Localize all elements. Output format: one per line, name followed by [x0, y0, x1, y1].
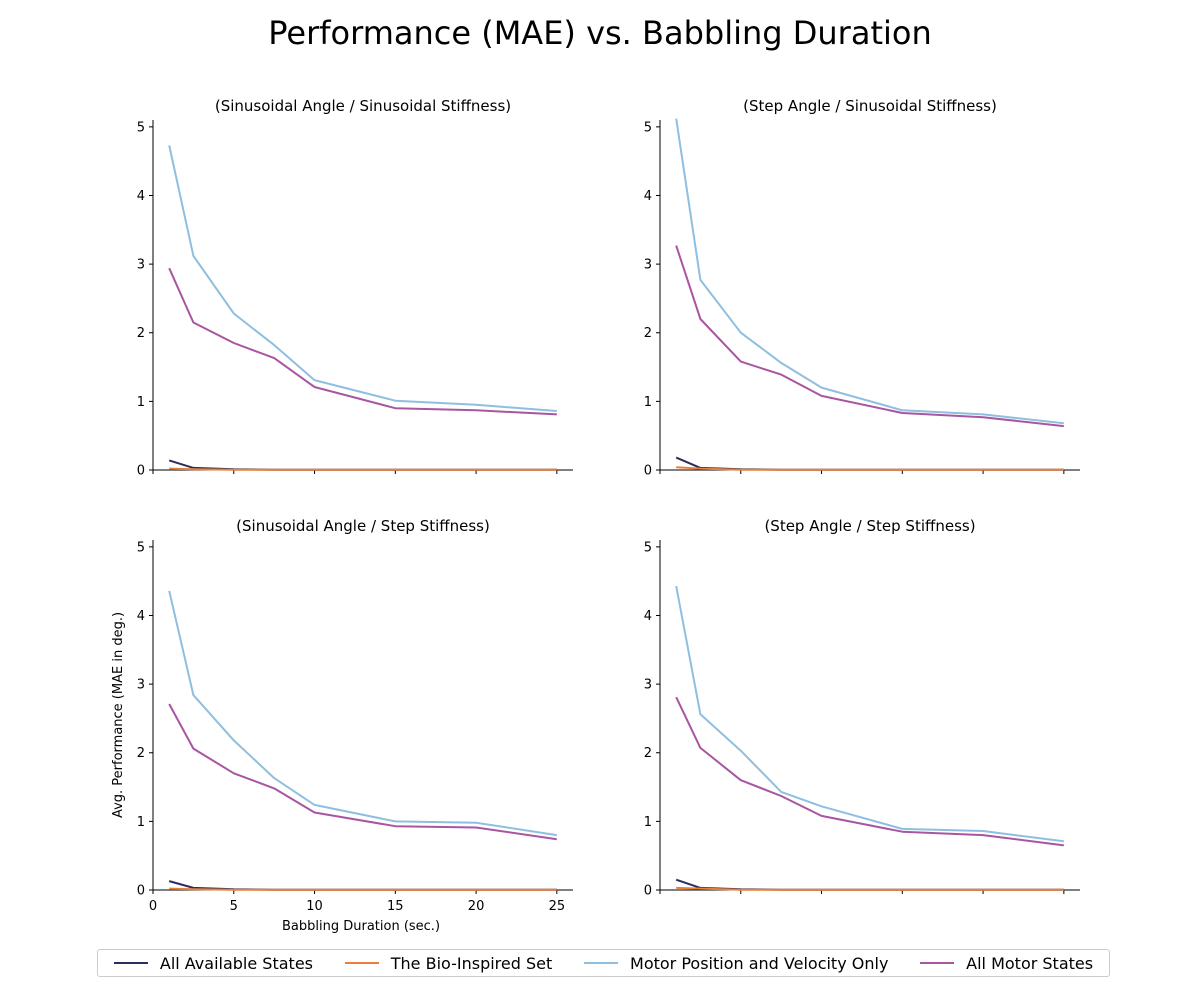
subplot-3: (Sinusoidal Angle / Step Stiffness) 0 1 2 3 4…	[111, 517, 573, 934]
series-line	[169, 467, 557, 471]
legend-label: Motor Position and Velocity Only	[630, 953, 889, 973]
y-tick-label: 3	[137, 678, 145, 693]
y-tick-label: 2	[137, 326, 145, 341]
series-line	[675, 878, 1064, 891]
series-line	[168, 590, 557, 837]
y-tick-label: 0	[137, 464, 145, 479]
y-tick-label: 1	[644, 395, 652, 410]
x-tick-label: 25	[549, 899, 566, 914]
y-tick-label: 0	[644, 884, 652, 899]
series-line	[676, 466, 1064, 471]
y-tick-label: 4	[137, 609, 145, 624]
series-line	[168, 880, 557, 891]
series-line	[675, 585, 1064, 843]
legend-label: All Available States	[159, 953, 313, 973]
series-line	[168, 703, 557, 841]
series-line	[676, 886, 1064, 891]
legend-label: All Motor States	[966, 953, 1094, 973]
y-tick-label: 1	[137, 815, 145, 830]
y-tick-label: 5	[137, 120, 145, 135]
legend-label: The Bio-Inspired Set	[390, 953, 553, 973]
y-tick-label: 2	[137, 746, 145, 761]
series-line	[168, 459, 557, 471]
y-tick-label: 4	[137, 189, 145, 204]
subplot-4: (Step Angle / Step Stiffness) 0 1 2 3 4 5	[644, 517, 1080, 899]
subplot-title: (Step Angle / Step Stiffness)	[764, 517, 975, 535]
legend-item: All Motor States	[920, 954, 1093, 973]
series-line	[675, 696, 1064, 847]
y-tick-label: 1	[137, 395, 145, 410]
y-tick-label: 5	[644, 120, 652, 135]
subplot-title: (Step Angle / Sinusoidal Stiffness)	[743, 97, 997, 115]
y-tick-label: 5	[137, 540, 145, 555]
series-line	[675, 456, 1064, 471]
legend-swatch	[584, 962, 619, 964]
series-line	[675, 118, 1064, 425]
legend-swatch	[113, 962, 148, 964]
subplot-title: (Sinusoidal Angle / Sinusoidal Stiffness…	[215, 97, 511, 115]
series-line	[168, 145, 557, 412]
y-tick-label: 3	[644, 678, 652, 693]
legend-item: All Available States	[113, 953, 313, 973]
legend-swatch	[920, 962, 955, 964]
x-tick-label: 20	[468, 899, 485, 914]
x-tick-label: 0	[149, 899, 157, 914]
x-tick-label: 5	[230, 899, 238, 914]
series-line	[169, 887, 557, 891]
legend-item: The Bio-Inspired Set	[344, 953, 553, 973]
x-axis-label: Babbling Duration (sec.)	[282, 919, 440, 934]
y-tick-label: 4	[644, 189, 652, 204]
y-tick-label: 4	[644, 609, 652, 624]
legend-item: Motor Position and Velocity Only	[584, 954, 888, 973]
y-tick-label: 0	[137, 884, 145, 899]
y-tick-label: 0	[644, 464, 652, 479]
x-tick-label: 10	[306, 899, 323, 914]
y-tick-label: 2	[644, 746, 652, 761]
figure-title: Performance (MAE) vs. Babbling Duration	[268, 14, 932, 52]
legend: All Available States The Bio-Inspired Se…	[97, 949, 1110, 977]
y-tick-label: 2	[644, 326, 652, 341]
series-line	[675, 245, 1064, 428]
subplot-title: (Sinusoidal Angle / Step Stiffness)	[236, 517, 490, 535]
y-tick-label: 5	[644, 540, 652, 555]
x-tick-label: 15	[387, 899, 404, 914]
series-line	[168, 267, 557, 416]
y-tick-label: 3	[137, 258, 145, 273]
subplot-1: (Sinusoidal Angle / Sinusoidal Stiffness…	[137, 97, 573, 479]
legend-swatch	[344, 962, 379, 964]
y-tick-label: 3	[644, 258, 652, 273]
y-tick-label: 1	[644, 815, 652, 830]
y-axis-label: Avg. Performance (MAE in deg.)	[111, 612, 126, 818]
subplot-2: (Step Angle / Sinusoidal Stiffness) 0 1 2 3 4…	[644, 97, 1080, 479]
